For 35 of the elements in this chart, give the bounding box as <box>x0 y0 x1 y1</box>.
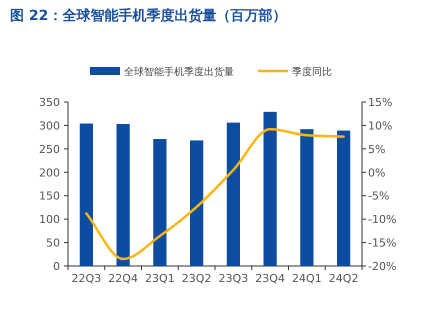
y2-tick-label: -20% <box>368 260 396 273</box>
bar <box>190 140 204 266</box>
y2-tick-label: -5% <box>368 190 390 203</box>
y-tick-label: 300 <box>39 119 60 132</box>
bar <box>337 130 350 266</box>
y-tick-label: 150 <box>39 190 60 203</box>
x-tick-label: 23Q1 <box>145 272 175 285</box>
x-tick-label: 22Q4 <box>108 272 138 285</box>
y2-tick-label: 10% <box>368 119 392 132</box>
bar <box>226 122 240 266</box>
x-tick-label: 23Q4 <box>255 272 285 285</box>
legend-label: 全球智能手机季度出货量 <box>124 66 234 78</box>
y-tick-label: 100 <box>39 213 60 226</box>
legend-label: 季度同比 <box>292 66 332 78</box>
y-tick-label: 250 <box>39 142 60 156</box>
y-tick-label: 50 <box>46 236 60 250</box>
x-tick-label: 23Q2 <box>182 272 212 285</box>
bar <box>80 124 93 266</box>
y2-tick-label: -15% <box>368 236 396 250</box>
x-tick-label: 24Q2 <box>328 272 358 285</box>
y-tick-label: 0 <box>53 260 60 273</box>
y2-tick-label: 15% <box>368 96 392 109</box>
bar <box>116 124 130 266</box>
bar <box>153 139 166 266</box>
y-tick-label: 200 <box>39 166 60 180</box>
chart-title: 图 22：全球智能手机季度出货量（百万部） <box>10 7 286 24</box>
x-tick-label: 24Q1 <box>292 272 322 285</box>
x-tick-label: 23Q3 <box>218 272 248 285</box>
y2-tick-label: 0% <box>368 166 386 180</box>
bar <box>264 112 277 266</box>
bar <box>300 129 314 266</box>
y2-tick-label: 5% <box>368 142 386 156</box>
y-tick-label: 350 <box>39 96 60 109</box>
x-tick-label: 22Q3 <box>72 272 102 285</box>
y2-tick-label: -10% <box>368 213 396 226</box>
